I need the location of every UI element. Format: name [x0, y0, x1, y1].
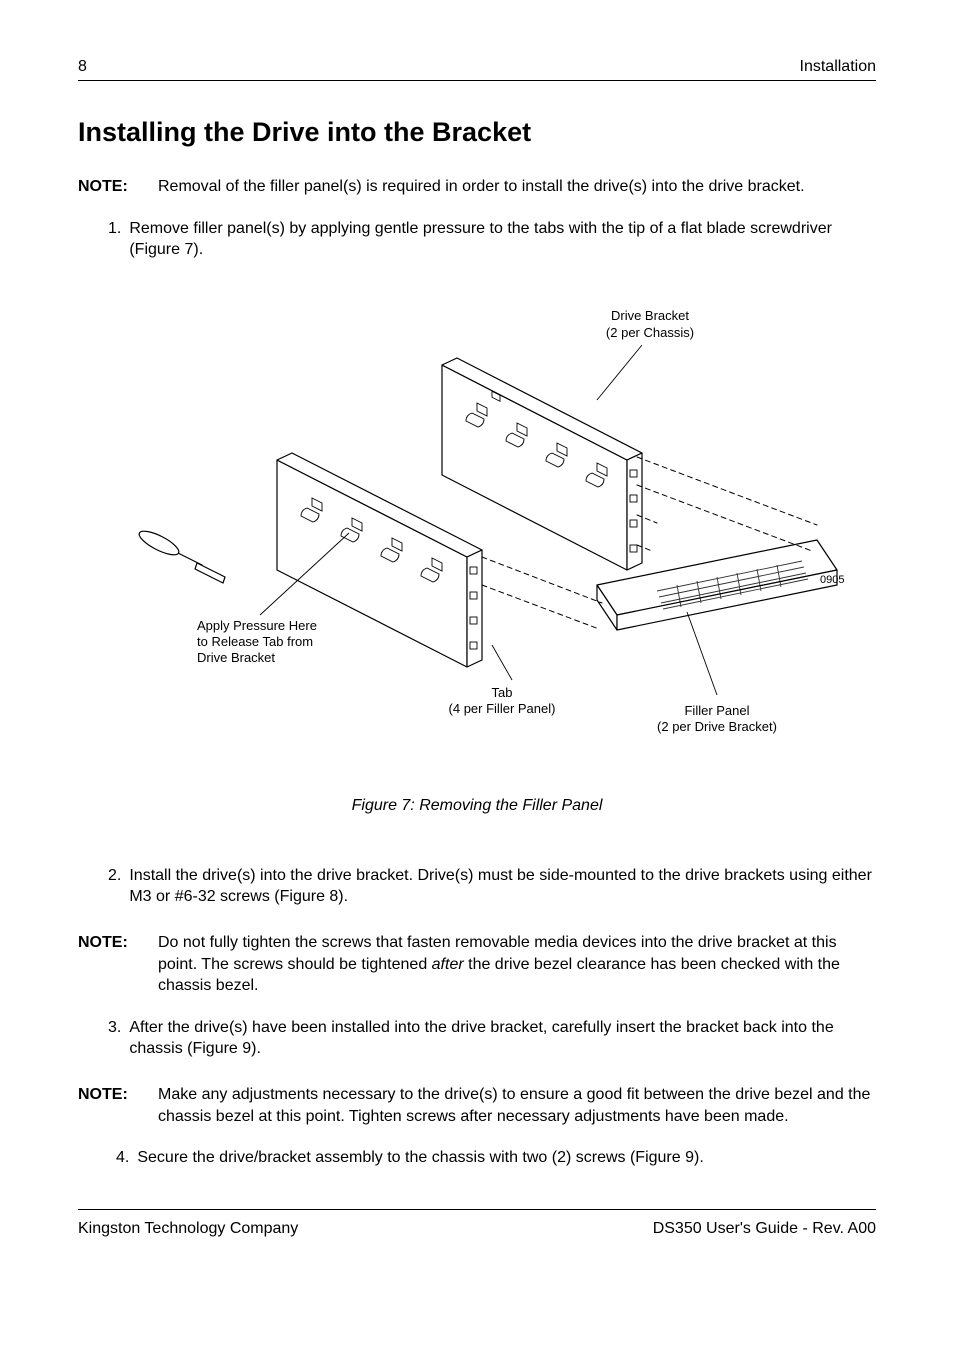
label-filler-1: Filler Panel [684, 703, 749, 718]
step-list-1: 1. Remove filler panel(s) by applying ge… [78, 218, 876, 261]
label-pressure-1: Apply Pressure Here [197, 618, 317, 633]
step-body: Secure the drive/bracket assembly to the… [137, 1147, 876, 1169]
step-number: 1. [108, 218, 121, 261]
note-1: NOTE: Removal of the filler panel(s) is … [78, 176, 876, 198]
note-label: NOTE: [78, 932, 140, 997]
figure-label-0905: 0905 [820, 574, 844, 586]
note-body: Make any adjustments necessary to the dr… [158, 1084, 876, 1127]
page-header: 8 Installation [78, 58, 876, 81]
step-body: Install the drive(s) into the drive brac… [129, 865, 876, 908]
step-1: 1. Remove filler panel(s) by applying ge… [78, 218, 876, 261]
label-tab-1: Tab [492, 685, 513, 700]
step-body: After the drive(s) have been installed i… [129, 1017, 876, 1060]
note-body-em: after [432, 956, 464, 973]
footer-rule: Kingston Technology Company DS350 User's… [78, 1209, 876, 1238]
step-3: 3. After the drive(s) have been installe… [78, 1017, 876, 1060]
step-number: 2. [108, 865, 121, 908]
step-body: Remove filler panel(s) by applying gentl… [129, 218, 876, 261]
step-number: 4. [116, 1147, 129, 1169]
step-list-2: 2. Install the drive(s) into the drive b… [78, 865, 876, 908]
figure-7: .st { fill: none; stroke: #000; stroke-w… [78, 285, 876, 755]
note-label: NOTE: [78, 176, 140, 198]
label-filler-2: (2 per Drive Bracket) [657, 719, 777, 734]
figure-7-svg: .st { fill: none; stroke: #000; stroke-w… [97, 285, 857, 755]
page-footer: Kingston Technology Company DS350 User's… [78, 1220, 876, 1238]
label-tab-2: (4 per Filler Panel) [449, 701, 556, 716]
label-bracket-1: Drive Bracket [611, 308, 689, 323]
label-pressure-2: to Release Tab from [197, 634, 313, 649]
label-pressure-3: Drive Bracket [197, 650, 275, 665]
page-number: 8 [78, 58, 87, 76]
note-3: NOTE: Make any adjustments necessary to … [78, 1084, 876, 1127]
step-number: 3. [108, 1017, 121, 1060]
note-body: Removal of the filler panel(s) is requir… [158, 176, 876, 198]
footer-left: Kingston Technology Company [78, 1220, 298, 1238]
note-label: NOTE: [78, 1084, 140, 1127]
screwdriver-icon [136, 527, 225, 583]
label-bracket-2: (2 per Chassis) [606, 325, 694, 340]
step-list-3: 3. After the drive(s) have been installe… [78, 1017, 876, 1060]
bracket-right [442, 358, 642, 570]
step-4: 4. Secure the drive/bracket assembly to … [78, 1147, 876, 1169]
step-list-4: 4. Secure the drive/bracket assembly to … [78, 1147, 876, 1169]
footer-right: DS350 User's Guide - Rev. A00 [653, 1220, 876, 1238]
section-title: Installing the Drive into the Bracket [78, 117, 876, 148]
figure-caption: Figure 7: Removing the Filler Panel [78, 797, 876, 815]
step-2: 2. Install the drive(s) into the drive b… [78, 865, 876, 908]
header-section: Installation [800, 58, 877, 76]
note-body: Do not fully tighten the screws that fas… [158, 932, 876, 997]
note-2: NOTE: Do not fully tighten the screws th… [78, 932, 876, 997]
page-container: 8 Installation Installing the Drive into… [0, 0, 954, 1278]
